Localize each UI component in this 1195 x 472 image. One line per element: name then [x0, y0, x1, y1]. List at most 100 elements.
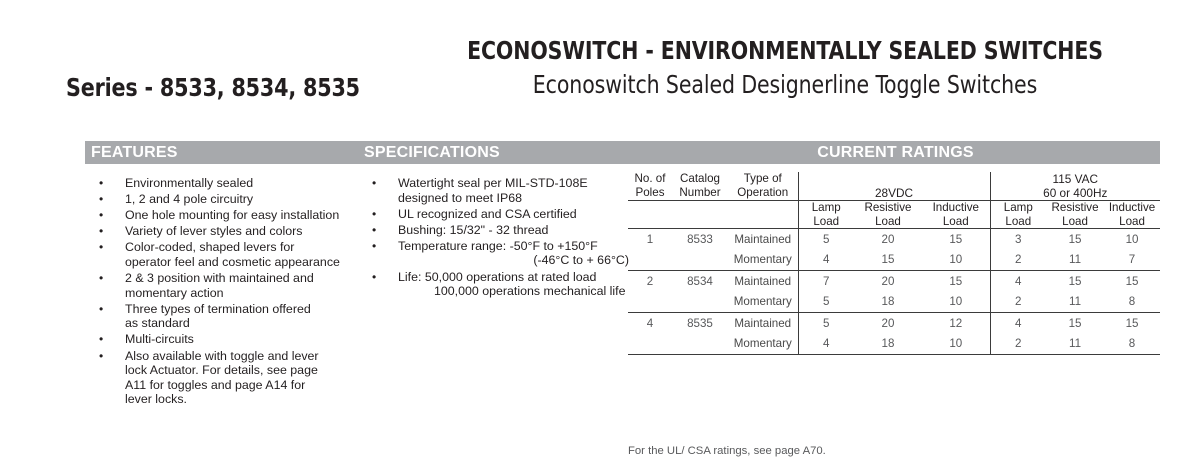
list-item-label: Watertight seal per MIL-STD-108E: [398, 176, 588, 190]
bullet-icon: •: [372, 206, 377, 221]
list-item: • Temperature range: -50°F to +150°F (-4…: [365, 239, 637, 268]
cell-dc-lamp: 4: [797, 249, 854, 272]
features-list: • Environmentally sealed • 1, 2 and 4 po…: [92, 176, 360, 408]
cell-ac-resistive: 11: [1046, 291, 1105, 314]
list-item-label-cont2: A11 for toggles and page A14 for: [125, 377, 306, 392]
page-title: ECONOSWITCH - ENVIRONMENTALLY SEALED SWI…: [467, 36, 1103, 65]
col-header-catalog: Catalog Number: [672, 172, 728, 201]
cell-ac-lamp: 4: [989, 270, 1047, 292]
list-item: • UL recognized and CSA certified: [365, 207, 637, 222]
cell-dc-inductive: 10: [922, 291, 991, 314]
list-item-label: Bushing: 15/32" - 32 thread: [398, 222, 549, 237]
cell-poles: 2: [646, 274, 654, 288]
cell-ac-resistive: 11: [1046, 333, 1105, 356]
table-header-row-groups: No. of Poles Catalog Number Type of Oper…: [628, 172, 1161, 201]
cell-dc-lamp: 5: [797, 291, 854, 314]
list-item-label-cont: 100,000 operations mechanical life: [434, 284, 626, 299]
cell-dc-inductive: 15: [949, 274, 963, 288]
cell-ac-resistive: 11: [1046, 249, 1105, 272]
bullet-icon: •: [99, 176, 104, 190]
list-item-label: Variety of lever styles and colors: [125, 224, 303, 239]
section-header-band: FEATURES SPECIFICATIONS CURRENT RATINGS: [85, 141, 1160, 164]
cell-poles: [628, 249, 672, 272]
list-item-label-cont: as standard: [125, 316, 190, 331]
group-header-115vac: 115 VAC 60 or 400Hz: [989, 172, 1161, 201]
list-item: • Multi-circuits: [92, 332, 360, 347]
cell-dc-inductive: 10: [922, 333, 991, 356]
list-item: • Bushing: 15/32" - 32 thread: [365, 223, 637, 238]
col-header-dc-inductive-load: Inductive Load: [922, 200, 991, 230]
cell-poles: [628, 291, 672, 314]
col-header-dc-resistive-load: Resistive Load: [854, 200, 922, 230]
cell-operation: Momentary: [728, 291, 798, 314]
bullet-icon: •: [372, 269, 377, 284]
group-header-28vdc: 28VDC: [797, 172, 991, 201]
bullet-icon: •: [372, 238, 377, 253]
list-item-label-cont: (-46°C to + 66°C): [533, 253, 629, 268]
list-item-label: Also available with toggle and lever: [125, 348, 319, 363]
cell-dc-lamp: 5: [797, 228, 854, 250]
list-item-label-cont: momentary action: [125, 285, 224, 300]
cell-ac-inductive: 8: [1104, 291, 1161, 314]
series-title: Series - 8533, 8534, 8535: [66, 73, 360, 102]
cell-dc-resistive: 20: [881, 232, 895, 246]
cell-operation: Momentary: [728, 333, 798, 356]
cell-ac-lamp: 2: [989, 333, 1047, 356]
list-item-label: Temperature range: -50°F to +150°F: [398, 238, 598, 253]
bullet-icon: •: [99, 192, 104, 207]
list-item: • Three types of termination offered as …: [92, 302, 360, 331]
bullet-icon: •: [99, 348, 104, 363]
cell-ac-resistive: 15: [1068, 232, 1082, 246]
bullet-icon: •: [372, 176, 377, 190]
header-title-block: ECONOSWITCH - ENVIRONMENTALLY SEALED SWI…: [390, 34, 1180, 102]
cell-ac-inductive: 15: [1125, 274, 1139, 288]
cell-poles: 1: [646, 232, 654, 246]
cell-ac-lamp: 2: [989, 291, 1047, 314]
bullet-icon: •: [99, 208, 104, 223]
col-header-poles: No. of Poles: [628, 172, 672, 201]
cell-ac-inductive: 15: [1125, 316, 1139, 330]
cell-catalog: 8535: [687, 316, 713, 330]
cell-operation: Maintained: [734, 232, 792, 246]
list-item-label: Life: 50,000 operations at rated load: [398, 269, 597, 284]
list-item-label: One hole mounting for easy installation: [125, 208, 340, 223]
list-item-label: 1, 2 and 4 pole circuitry: [125, 192, 254, 207]
spacer-cell: [728, 200, 798, 230]
cell-operation: Momentary: [728, 249, 798, 272]
cell-ac-inductive: 10: [1125, 232, 1139, 246]
current-ratings-table: No. of Poles Catalog Number Type of Oper…: [628, 172, 1161, 356]
list-item: • Color-coded, shaped levers for operato…: [92, 240, 360, 269]
list-item-label: 2 & 3 position with maintained and: [125, 271, 314, 286]
table-row: Momentary 4 15 10 2 11 7: [628, 249, 1161, 272]
section-title-current-ratings: CURRENT RATINGS: [817, 144, 974, 161]
list-item: • Environmentally sealed: [92, 176, 360, 191]
bullet-icon: •: [99, 271, 104, 286]
table-header-row-loads: Lamp Load Resistive Load Inductive Load …: [628, 200, 1161, 230]
section-title-specifications: SPECIFICATIONS: [364, 144, 500, 161]
cell-dc-lamp: 5: [797, 312, 854, 334]
table-row: 1 8533 Maintained 5 20 15 3 15 10: [628, 228, 1160, 250]
cell-ac-resistive: 15: [1068, 274, 1082, 288]
list-item-label: Color-coded, shaped levers for: [125, 240, 295, 255]
cell-catalog: 8533: [687, 232, 713, 246]
list-item-label: Multi-circuits: [125, 332, 194, 347]
col-header-ac-lamp-load: Lamp Load: [989, 200, 1047, 230]
cell-catalog: 8534: [687, 274, 713, 288]
section-title-features: FEATURES: [91, 144, 178, 161]
table-footnote: For the UL/ CSA ratings, see page A70.: [628, 445, 826, 457]
cell-dc-lamp: 7: [797, 270, 854, 292]
cell-poles: [628, 333, 672, 356]
list-item: • Life: 50,000 operations at rated load …: [365, 270, 637, 299]
table-row: Momentary 4 18 10 2 11 8: [628, 333, 1161, 356]
cell-dc-resistive: 20: [881, 274, 895, 288]
list-item: • Watertight seal per MIL-STD-108E desig…: [365, 176, 637, 205]
cell-ac-lamp: 4: [989, 312, 1047, 334]
bullet-icon: •: [99, 240, 104, 255]
cell-operation: Maintained: [734, 274, 792, 288]
cell-dc-inductive: 10: [922, 249, 991, 272]
list-item: • Variety of lever styles and colors: [92, 224, 360, 239]
cell-dc-inductive: 15: [949, 232, 963, 246]
cell-operation: Maintained: [734, 316, 792, 330]
bullet-icon: •: [99, 332, 104, 347]
list-item-label-cont3: lever locks.: [125, 392, 187, 407]
